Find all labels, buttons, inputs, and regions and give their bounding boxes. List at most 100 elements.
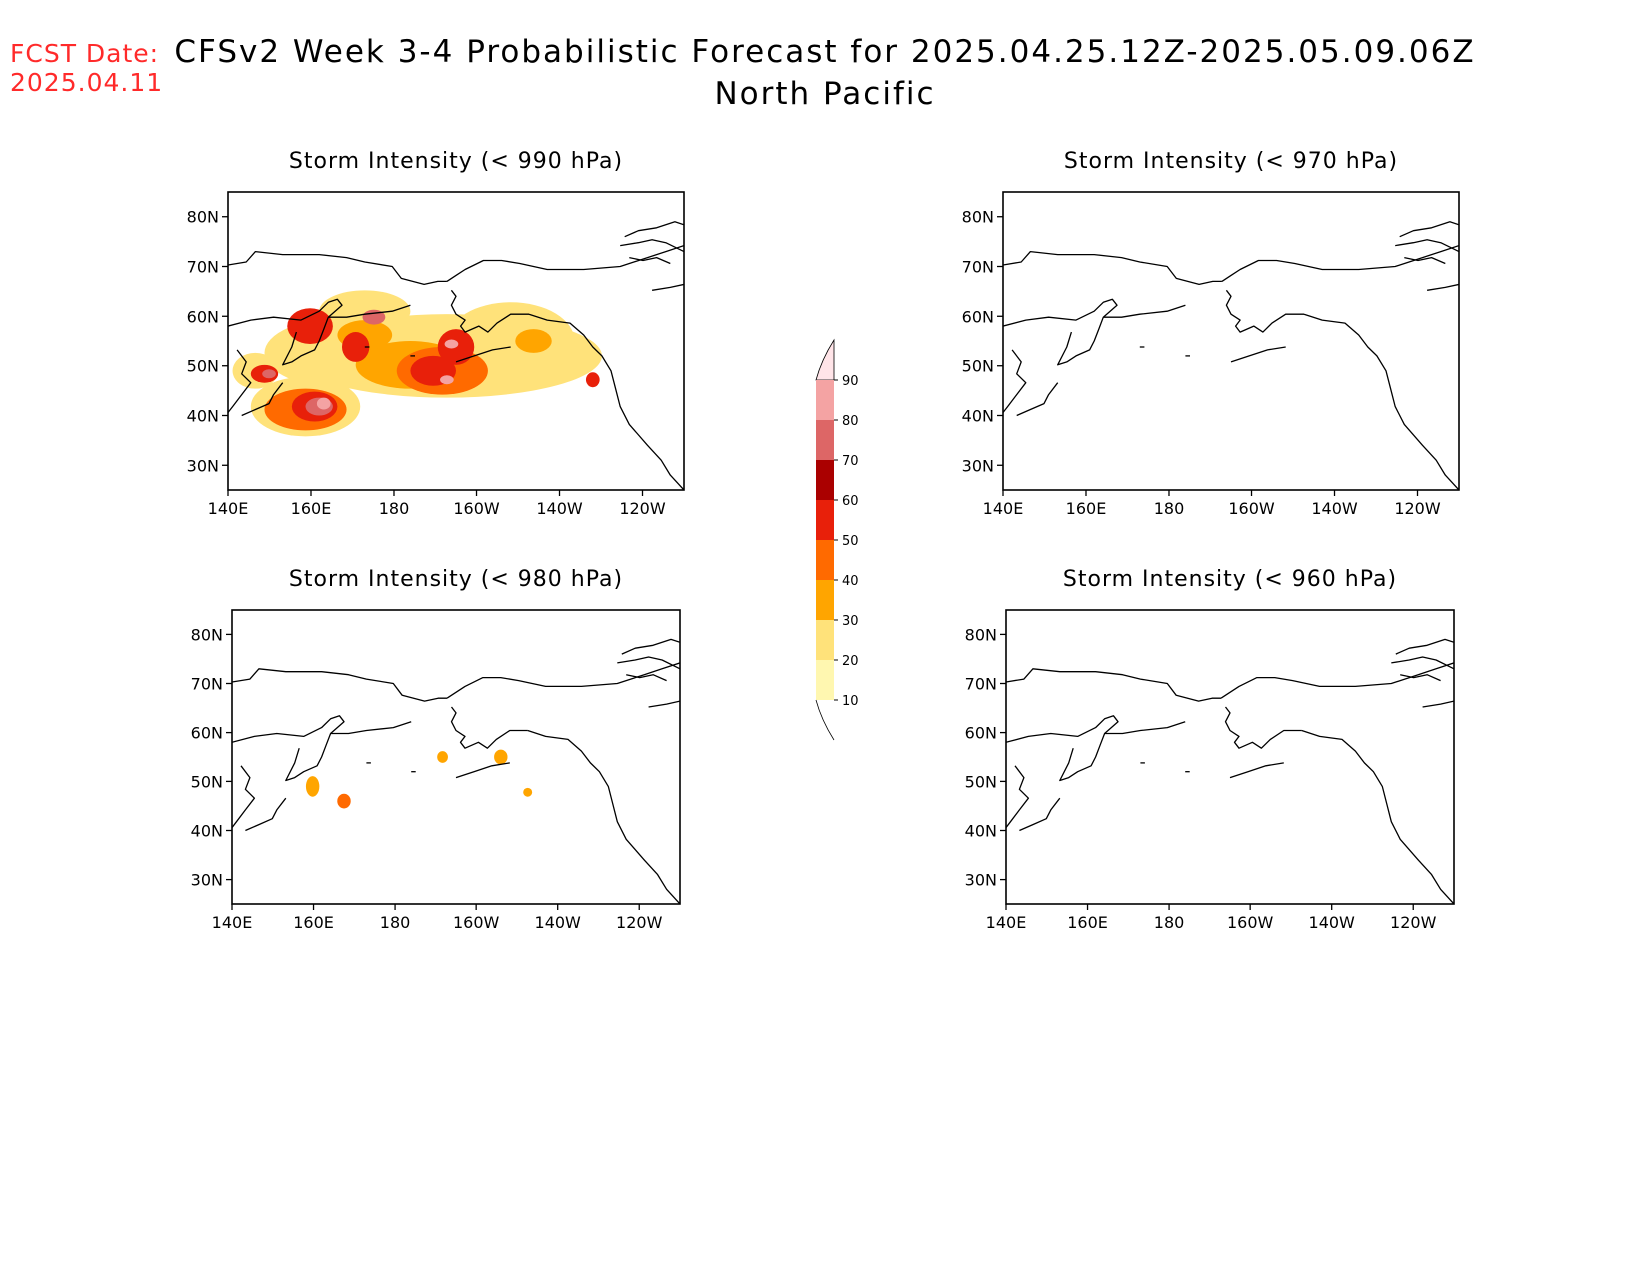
probability-contour (515, 329, 552, 353)
lon-tick-label: 120W (1390, 913, 1437, 932)
colorbar-swatch (816, 420, 834, 460)
lat-tick-label: 30N (962, 456, 994, 475)
probability-contour (319, 290, 411, 333)
lat-tick-label: 40N (965, 822, 997, 841)
lon-tick-label: 140W (1311, 499, 1358, 518)
lon-tick-label: 160E (1066, 499, 1107, 518)
coastline (1395, 239, 1459, 253)
coastline (446, 244, 684, 282)
map-background (232, 610, 680, 904)
panel-980: Storm Intensity (< 980 hPa) 140E 160E 180 1… (191, 567, 681, 932)
colorbar-swatch (816, 620, 834, 660)
colorbar-cap-top (815, 338, 835, 381)
lon-tick-label: 180 (1154, 499, 1185, 518)
colorbar-label: 40 (842, 574, 859, 589)
colorbar-label: 70 (842, 454, 859, 469)
lon-tick-label: 160W (1228, 499, 1275, 518)
colorbar-label: 90 (842, 374, 859, 389)
lon-tick-label: 160E (291, 499, 332, 518)
coastline (1104, 721, 1186, 735)
lon-tick-label: 140E (212, 913, 253, 932)
panel-970-title: Storm Intensity (< 970 hPa) (1064, 149, 1398, 174)
coastline (1229, 762, 1284, 779)
map-background (1006, 610, 1454, 904)
colorbar-label: 30 (842, 614, 859, 629)
coastline (1006, 715, 1119, 782)
probability-contour (316, 397, 331, 410)
coastline (620, 239, 684, 253)
coastline (328, 304, 411, 318)
fcst-date-value: 2025.04.11 (10, 68, 163, 97)
panel-990-title: Storm Intensity (< 990 hPa) (289, 149, 623, 174)
coastline (626, 674, 667, 682)
lon-tick-label: 160E (1067, 913, 1108, 932)
coastline (1006, 765, 1030, 828)
lat-tick-label: 40N (187, 407, 219, 426)
coastline (1404, 256, 1446, 265)
map-frame (227, 191, 685, 491)
coastline (629, 256, 671, 265)
lat-tick-label: 50N (962, 357, 994, 376)
coastline (228, 298, 343, 366)
colorbar-swatch (816, 500, 834, 540)
lat-tick-label: 70N (187, 258, 219, 277)
coastline (621, 638, 680, 655)
coastline (1103, 304, 1186, 318)
lat-tick-label: 80N (962, 208, 994, 227)
lon-tick-label: 140E (986, 913, 1027, 932)
coastline (450, 706, 528, 749)
colorbar-swatch (816, 460, 834, 500)
coastline (527, 729, 680, 904)
panel-990: Storm Intensity (< 990 hPa) 140E 160E 180 1… (187, 149, 685, 518)
coastline (528, 313, 684, 490)
coastline (1019, 797, 1061, 832)
lon-tick-label: 120W (616, 913, 663, 932)
coastline (1230, 346, 1286, 363)
lon-tick-label: 180 (379, 499, 410, 518)
coastline (228, 250, 447, 286)
panel-960-title: Storm Intensity (< 960 hPa) (1063, 567, 1397, 592)
lat-tick-label: 60N (962, 307, 994, 326)
lat-tick-label: 70N (191, 675, 223, 694)
panel-960: Storm Intensity (< 960 hPa) 140E 160E 180 1… (965, 567, 1455, 932)
lon-tick-label: 140E (208, 499, 249, 518)
lon-tick-label: 160W (1227, 913, 1274, 932)
coastline (1220, 662, 1454, 699)
probability-contour (523, 787, 533, 797)
lat-tick-label: 30N (187, 456, 219, 475)
lat-tick-label: 60N (965, 724, 997, 743)
figure-region: North Pacific (714, 76, 935, 112)
coastline (1303, 313, 1459, 490)
lat-tick-label: 50N (187, 357, 219, 376)
lat-tick-label: 70N (962, 258, 994, 277)
probability-contour (262, 369, 276, 379)
lat-tick-label: 50N (965, 772, 997, 791)
probability-contour (494, 749, 508, 765)
coastline (617, 656, 680, 670)
colorbar-label: 80 (842, 414, 859, 429)
lon-tick-label: 140E (983, 499, 1024, 518)
lat-tick-label: 30N (191, 871, 223, 890)
lat-tick-label: 60N (191, 724, 223, 743)
lat-tick-label: 40N (191, 822, 223, 841)
colorbar-label: 10 (842, 694, 859, 709)
lon-tick-label: 120W (1394, 499, 1441, 518)
colorbar-swatch (816, 660, 834, 700)
coastline (245, 797, 287, 832)
coastline (228, 349, 252, 413)
fcst-date-label: FCST Date: (10, 39, 159, 68)
coastline (1426, 283, 1459, 291)
panel-980-title: Storm Intensity (< 980 hPa) (289, 567, 623, 592)
colorbar-swatch (816, 540, 834, 580)
coastline (232, 668, 447, 702)
coastline (648, 700, 680, 708)
coastline (455, 762, 510, 779)
coastline (1399, 221, 1459, 238)
coastline (1391, 656, 1454, 670)
coastline (1225, 289, 1304, 333)
coastline (1224, 706, 1302, 749)
lon-tick-label: 140W (1309, 913, 1356, 932)
probability-contour (337, 793, 351, 809)
coastline (1301, 729, 1454, 904)
